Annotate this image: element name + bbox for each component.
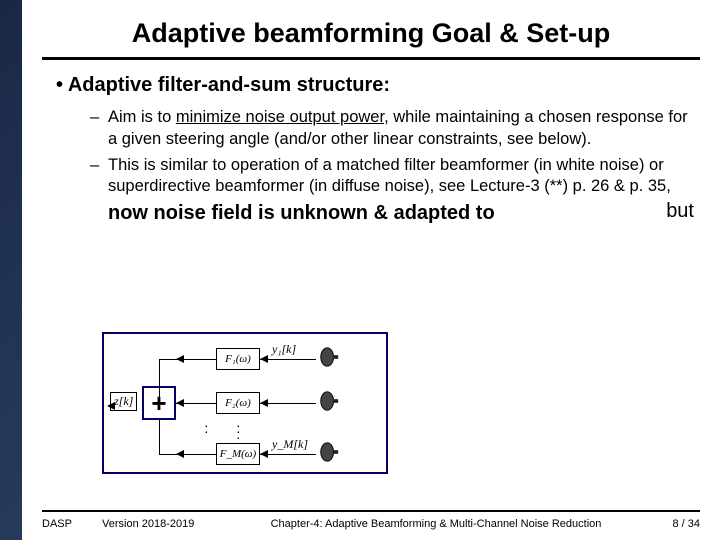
y1-label: y₁[k] bbox=[272, 342, 296, 357]
arrow-head-icon bbox=[176, 450, 184, 458]
but-text: but bbox=[666, 198, 700, 224]
slide: Adaptive beamforming Goal & Set-up Adapt… bbox=[22, 0, 720, 540]
content-area: Adaptive filter-and-sum structure: Aim i… bbox=[42, 74, 700, 225]
wire bbox=[260, 403, 316, 404]
sub1-pre: Aim is to bbox=[108, 108, 176, 126]
sub-bullet-list: Aim is to minimize noise output power, w… bbox=[56, 107, 700, 198]
sub2-text: This is similar to operation of a matche… bbox=[108, 156, 671, 196]
wire bbox=[159, 454, 177, 455]
vertical-dots: ·· bbox=[204, 422, 209, 434]
title-rule bbox=[42, 57, 700, 60]
footer-center: Chapter-4: Adaptive Beamforming & Multi-… bbox=[222, 518, 650, 530]
arrow-head-icon bbox=[176, 355, 184, 363]
arrow-head-icon bbox=[260, 399, 268, 407]
main-bullet: Adaptive filter-and-sum structure: bbox=[56, 74, 700, 97]
ym-label: y_M[k] bbox=[272, 437, 308, 452]
beamformer-diagram: z[k] + F₁(ω) F₂(ω) F_M(ω) ··· ·· y₁[k] y… bbox=[102, 332, 388, 474]
wire bbox=[260, 454, 316, 455]
wire-vert bbox=[159, 359, 160, 403]
emphasis-line: now noise field is unknown & adapted to bbox=[56, 202, 700, 225]
sub1-underlined: minimize noise output power bbox=[176, 108, 384, 126]
slide-footer: DASP Version 2018-2019 Chapter-4: Adapti… bbox=[42, 510, 700, 530]
arrow-head-icon bbox=[176, 399, 184, 407]
filter-box-m: F_M(ω) bbox=[216, 443, 260, 465]
arrow-head-icon bbox=[260, 450, 268, 458]
footer-rule bbox=[42, 510, 700, 512]
wire bbox=[260, 359, 316, 360]
vertical-dots: ··· bbox=[236, 422, 241, 440]
footer-version: Version 2018-2019 bbox=[102, 518, 222, 530]
arrow-head-icon bbox=[260, 355, 268, 363]
sub-bullet-2: This is similar to operation of a matche… bbox=[90, 155, 700, 199]
footer-row: DASP Version 2018-2019 Chapter-4: Adapti… bbox=[42, 518, 700, 530]
filter-box-1: F₁(ω) bbox=[216, 348, 260, 370]
microphone-icon bbox=[318, 390, 340, 412]
sub-bullet-1: Aim is to minimize noise output power, w… bbox=[90, 107, 700, 151]
microphone-icon bbox=[318, 441, 340, 463]
wire-vert bbox=[159, 420, 160, 454]
arrow-head-icon bbox=[107, 402, 115, 410]
microphone-icon bbox=[318, 346, 340, 368]
slide-title: Adaptive beamforming Goal & Set-up bbox=[42, 12, 700, 53]
wire bbox=[159, 359, 177, 360]
footer-page: 8 / 34 bbox=[650, 518, 700, 530]
filter-box-2: F₂(ω) bbox=[216, 392, 260, 414]
footer-left: DASP bbox=[42, 518, 102, 530]
